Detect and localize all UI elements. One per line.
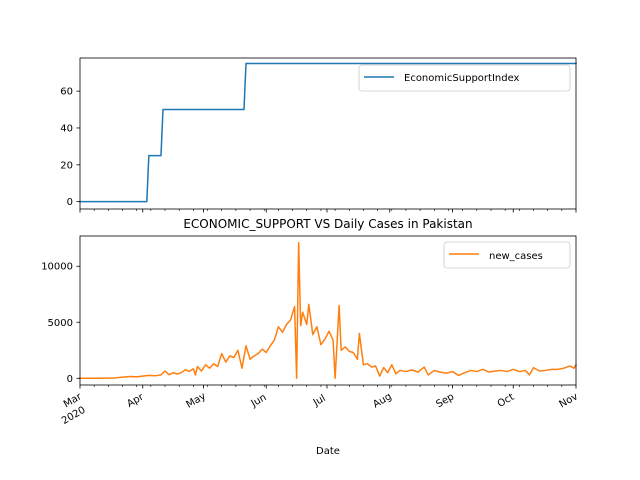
bottom-axes-frame: [79, 235, 577, 386]
bottom-legend: new_cases: [443, 241, 571, 269]
top-y-tick-label: 0: [67, 197, 73, 208]
top-series-line-0: [79, 62, 577, 203]
top-y-ticks: 0 20 40 60: [60, 87, 80, 208]
top-y-tick-label: 20: [60, 160, 73, 171]
bottom-y-tick-label: 0: [67, 374, 73, 385]
top-legend-label: EconomicSupportIndex: [404, 73, 520, 84]
top-y-tick-label: 40: [60, 123, 73, 134]
bottom-y-tick-label: 10000: [41, 262, 73, 273]
top-axes-frame: [79, 57, 577, 210]
bottom-series-line-0: [79, 241, 578, 380]
chart-title: ECONOMIC_SUPPORT VS Daily Cases in Pakis…: [183, 217, 472, 231]
bottom-legend-label: new_cases: [489, 251, 543, 262]
top-legend: EconomicSupportIndex: [358, 64, 571, 92]
top-subplot: 0 20 40 60 EconomicSupportIndex: [60, 57, 577, 213]
x-axis-title: Date: [316, 446, 340, 457]
bottom-y-ticks: 0 5000 10000: [41, 262, 80, 385]
bottom-legend-box: [443, 241, 571, 269]
top-x-ticks: [79, 209, 577, 213]
bottom-series-layer: [79, 241, 578, 380]
bottom-y-tick-label: 5000: [48, 318, 73, 329]
top-y-tick-label: 60: [60, 87, 73, 98]
top-legend-box: [358, 64, 571, 92]
top-series-layer: [79, 62, 577, 203]
